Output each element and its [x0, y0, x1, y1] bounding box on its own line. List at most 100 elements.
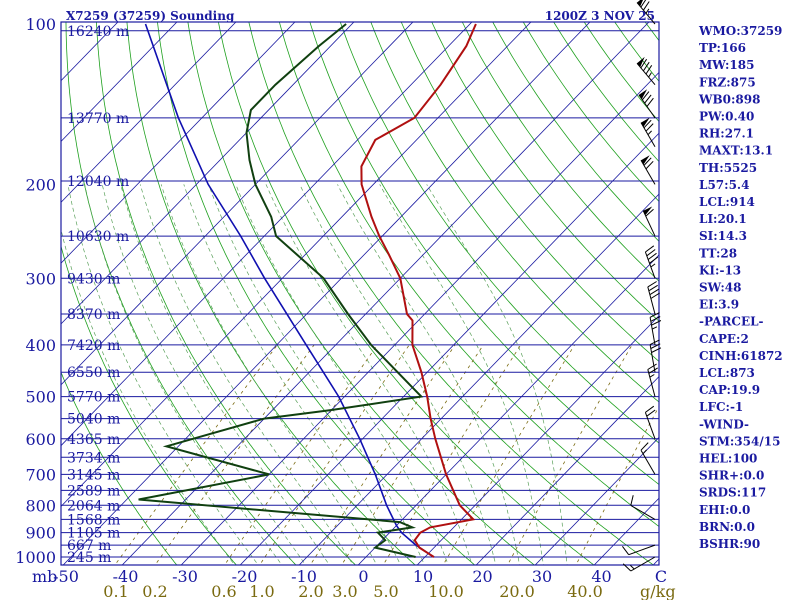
wind-barb-pennant	[637, 0, 643, 7]
pressure-unit-label: mb	[32, 567, 57, 586]
moist-adiabat	[235, 184, 449, 565]
pressure-tick-label: 400	[25, 336, 56, 355]
wind-barb	[642, 206, 656, 237]
index-value: -PARCEL-	[699, 315, 764, 329]
pressure-tick-label: 600	[25, 430, 56, 449]
wind-barb	[647, 363, 658, 397]
temperature-tick-label: -30	[172, 567, 198, 586]
wind-barb-feather	[622, 563, 632, 572]
mixing-ratio-tick-label: 5.0	[373, 582, 398, 600]
wind-barb-staff	[630, 556, 656, 572]
isotherm	[298, 193, 659, 565]
index-value: RH:27.1	[699, 127, 754, 141]
wind-barb	[636, 0, 656, 25]
chart-title-left: X7259 (37259) Sounding	[66, 9, 235, 23]
pressure-tick-label: 800	[25, 496, 56, 515]
index-value: CAP:19.9	[699, 383, 760, 397]
isotherm	[61, 22, 532, 508]
wind-barb-feather	[647, 252, 657, 260]
wind-barb-half-feather	[651, 326, 658, 330]
wind-barb-feather	[645, 245, 655, 253]
isotherm	[534, 436, 659, 565]
mixing-ratio-line	[154, 344, 315, 565]
height-label: 4365 m	[67, 432, 120, 448]
moist-adiabat	[208, 184, 425, 565]
dry-adiabat	[400, 22, 659, 362]
wind-barb-feather	[649, 312, 660, 318]
index-value: EHI:0.0	[699, 503, 750, 517]
wind-barb-feather	[651, 320, 662, 326]
wind-barb-feather	[647, 363, 657, 370]
height-label: 1105 m	[67, 526, 120, 542]
temperature-tick-label: -40	[113, 567, 139, 586]
wind-barb-feather	[649, 288, 659, 296]
wind-barb-half-feather	[642, 449, 647, 455]
wind-barb-pennant	[641, 155, 650, 165]
wind-barb-feather	[646, 409, 656, 417]
moist-adiabat	[426, 184, 568, 565]
dry-adiabat	[218, 22, 595, 565]
wind-barb-staff	[649, 317, 656, 345]
dry-adiabat	[583, 22, 659, 123]
profiles	[138, 23, 477, 558]
wind-barb-feather	[630, 495, 634, 506]
wind-barb-feather	[650, 316, 661, 322]
height-label: 6550 m	[67, 365, 120, 381]
mixing-ratio-tick-label: 20.0	[499, 582, 535, 600]
height-label: 667 m	[67, 538, 111, 554]
wind-barb-staff	[630, 504, 656, 520]
wind-barb	[647, 281, 660, 315]
wind-barb-feather	[645, 405, 655, 413]
moist-adiabat	[120, 184, 330, 565]
index-value: SI:14.3	[699, 229, 747, 243]
wind-barb	[649, 312, 662, 345]
isotherm	[61, 22, 296, 264]
mixing-ratio-tick-label: 10.0	[428, 582, 464, 600]
wind-barb-feather	[651, 347, 662, 353]
dry-adiabat	[370, 22, 659, 403]
wind-barb-pennant	[637, 56, 645, 68]
isotherm	[61, 22, 473, 447]
height-label: 3145 m	[67, 467, 120, 483]
height-label: 3734 m	[67, 450, 120, 466]
index-value: STM:354/15	[699, 434, 780, 448]
wind-barb-feather	[646, 249, 656, 257]
wind-barb-staff	[644, 251, 656, 279]
height-label: 10630 m	[67, 229, 129, 245]
moist-adiabat	[139, 184, 354, 565]
pressure-tick-label: 100	[25, 15, 56, 34]
height-label: 16240 m	[67, 24, 129, 40]
isotherm	[61, 22, 178, 143]
height-label: 1568 m	[67, 512, 120, 528]
mixing-ratio-line	[442, 344, 575, 565]
height-label: 8370 m	[67, 307, 120, 323]
temperature-tick-label: C	[655, 567, 667, 586]
wind-barb-feather	[648, 284, 658, 292]
mixing-ratio-tick-label: 3.0	[332, 582, 357, 600]
height-label: 9430 m	[67, 271, 120, 287]
index-value: MAXT:13.1	[699, 144, 773, 158]
index-value: BRN:0.0	[699, 520, 755, 534]
wind-barb-staff	[640, 449, 656, 475]
mixing-ratio-tick-label: 40.0	[567, 582, 603, 600]
temperature-tick-label: 40	[591, 567, 611, 586]
wind-barb-feather	[642, 1, 650, 11]
pressure-tick-label: 900	[25, 524, 56, 543]
dry-adiabat	[157, 22, 476, 565]
wind-barb-staff	[647, 286, 656, 315]
chart-title-right: 1200Z 3 NOV 25	[545, 9, 655, 23]
wind-barb-pennant	[638, 89, 648, 99]
wind-barb-half-feather	[648, 72, 652, 78]
index-value: PW:0.40	[699, 110, 754, 124]
pressure-tick-label: 700	[25, 465, 56, 484]
mixing-ratio-unit-label: g/kg	[640, 582, 676, 600]
height-label: 7420 m	[67, 338, 120, 354]
indices-panel: WMO:37259 TP:166 MW:185 FRZ:875 WB0:898 PW:0.…	[698, 24, 783, 551]
dry-adiabat	[309, 22, 659, 486]
wind-barb-half-feather	[645, 8, 650, 14]
wind-barb-feather	[643, 157, 652, 166]
isotherm	[593, 497, 659, 565]
dry-adiabat	[61, 244, 237, 565]
dewpoint-trace	[138, 23, 424, 558]
